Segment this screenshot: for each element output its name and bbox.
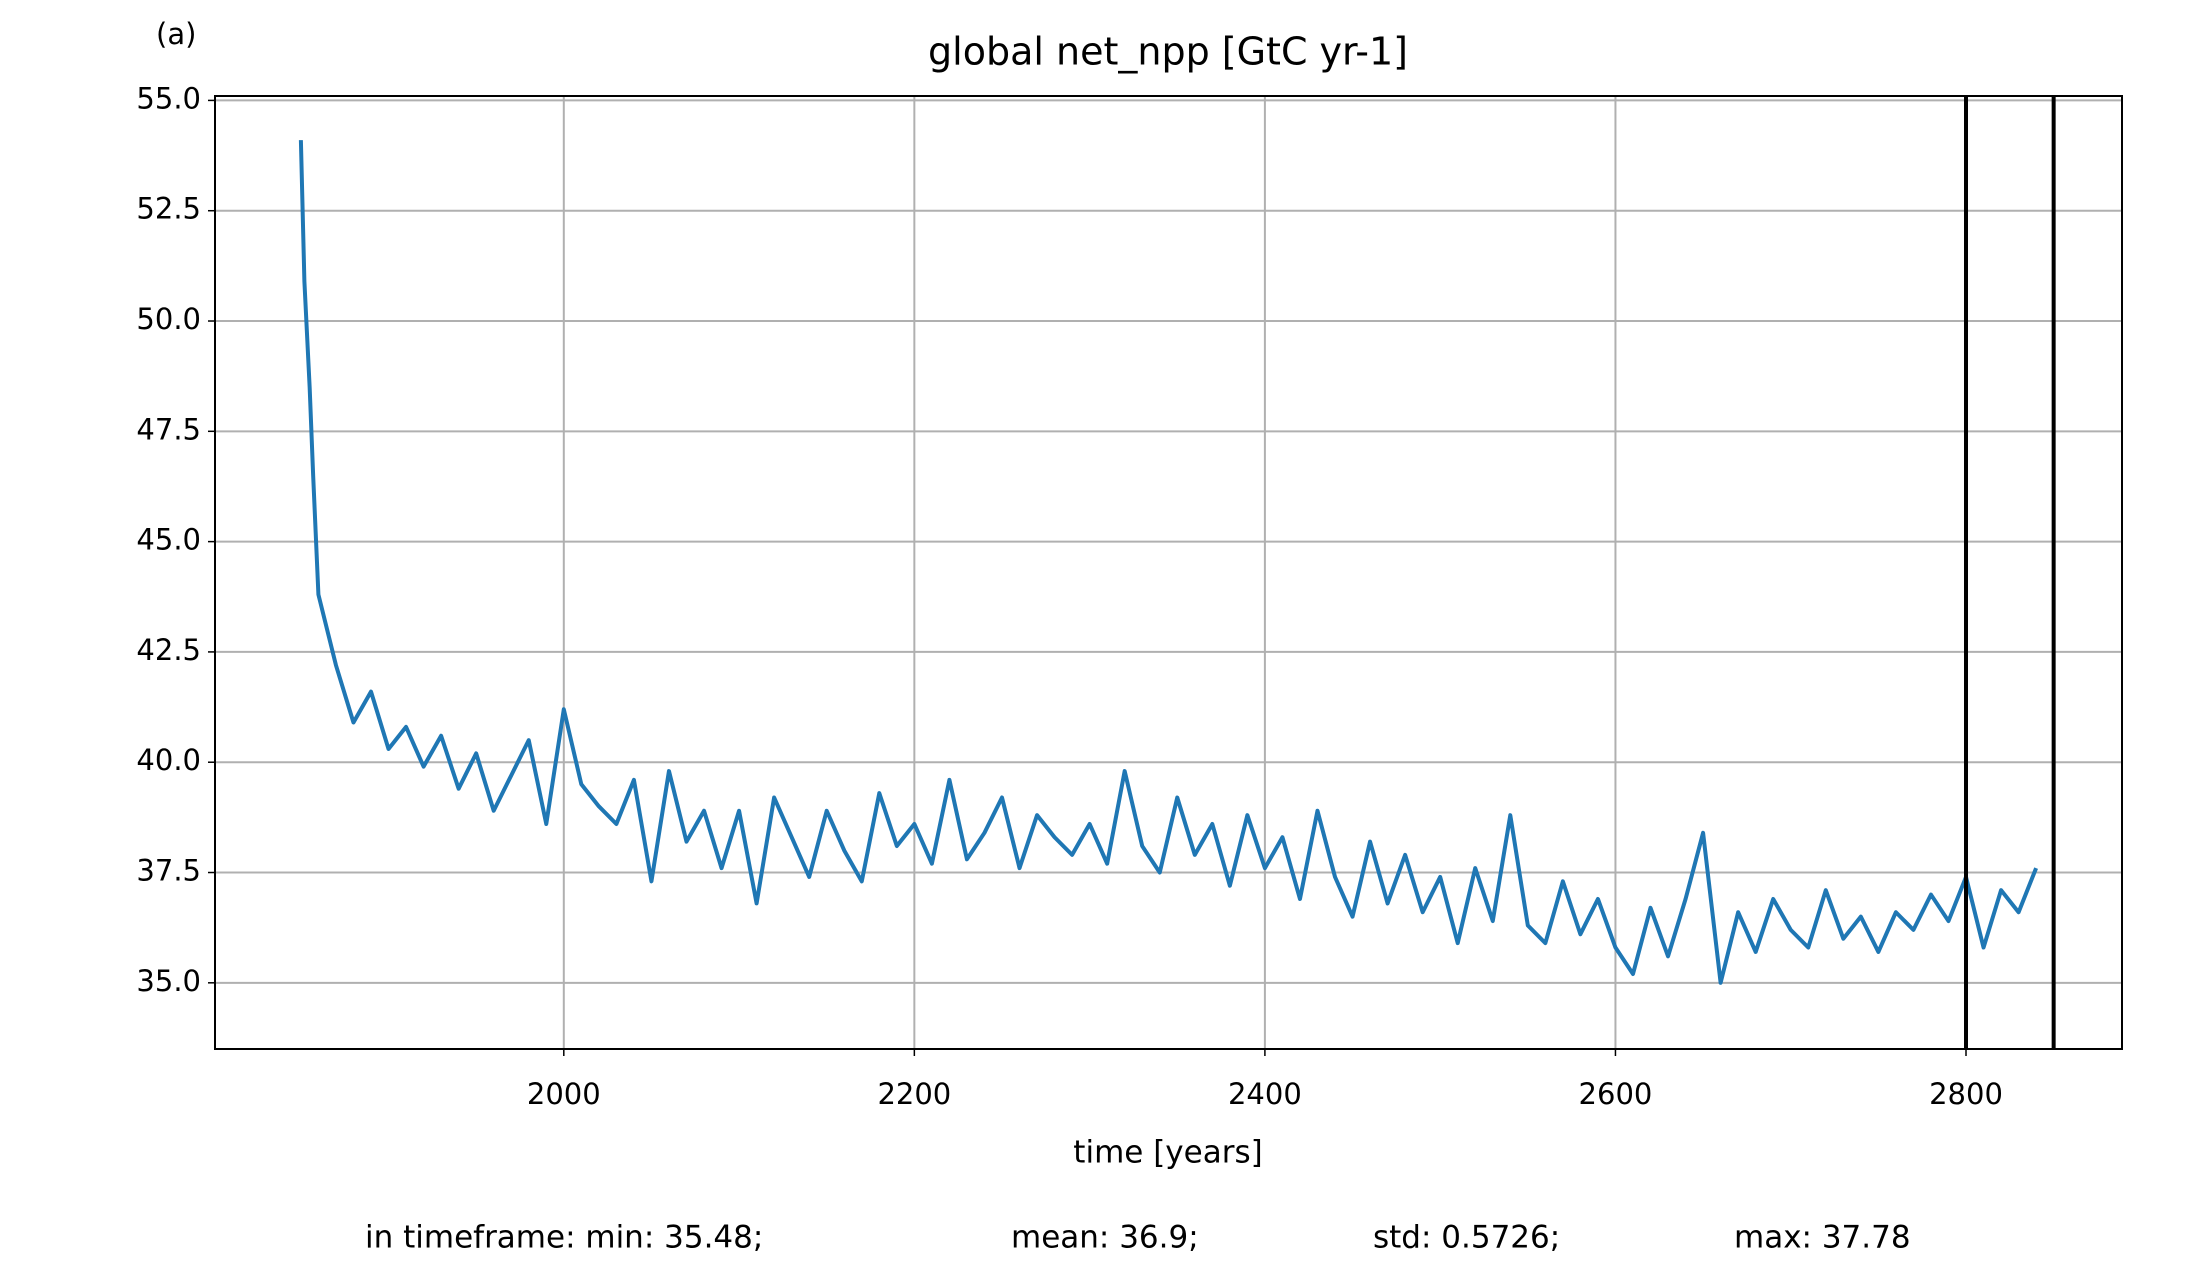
plot-frame [214, 95, 2123, 1050]
stat-text: in timeframe: min: 35.48; [365, 1220, 763, 1256]
x-axis-label: time [years] [1073, 1135, 1262, 1171]
chart-title: global net_npp [GtC yr-1] [928, 30, 1408, 74]
stat-text: max: 37.78 [1734, 1220, 1911, 1256]
panel-label: (a) [156, 17, 196, 51]
x-tick-label: 2000 [527, 1077, 601, 1111]
data-line [298, 140, 2038, 985]
y-tick-label: 35.0 [136, 964, 201, 998]
y-tick-label: 50.0 [136, 302, 201, 336]
y-tick-label: 37.5 [136, 854, 201, 888]
x-tick-label: 2800 [1929, 1077, 2003, 1111]
y-tick-label: 55.0 [136, 81, 201, 115]
x-tick-label: 2400 [1228, 1077, 1302, 1111]
y-tick-label: 45.0 [136, 523, 201, 557]
x-tick-label: 2200 [877, 1077, 951, 1111]
x-tick-label: 2600 [1579, 1077, 1653, 1111]
y-tick-label: 52.5 [136, 192, 201, 226]
y-tick-label: 47.5 [136, 412, 201, 446]
y-tick-label: 40.0 [136, 743, 201, 777]
stat-text: mean: 36.9; [1011, 1220, 1199, 1256]
stat-text: std: 0.5726; [1373, 1220, 1560, 1256]
y-tick-label: 42.5 [136, 633, 201, 667]
